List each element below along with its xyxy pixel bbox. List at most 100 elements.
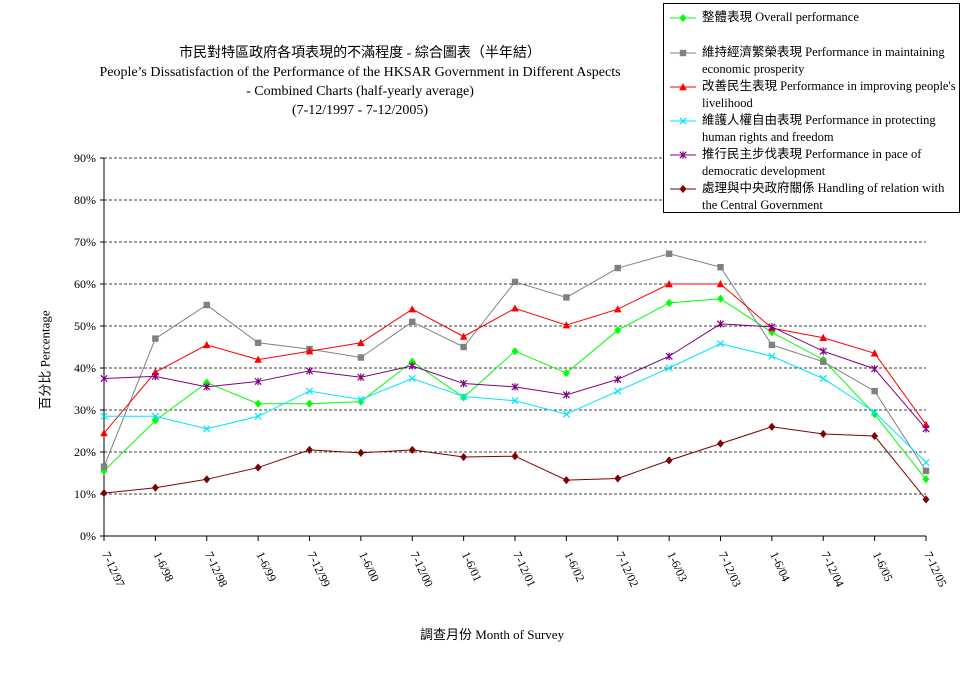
data-point <box>716 280 725 288</box>
series-line <box>103 323 927 430</box>
data-point <box>665 280 673 288</box>
data-point <box>100 463 108 470</box>
y-tick-label: 40% <box>74 361 96 375</box>
data-point <box>614 387 622 395</box>
y-tick-label: 10% <box>74 487 96 501</box>
data-point <box>100 429 108 437</box>
data-point <box>768 341 776 349</box>
data-point <box>716 294 725 303</box>
data-point <box>100 374 108 383</box>
chart-subtitle-2: - Combined Charts (half-yearly average) <box>246 84 474 99</box>
legend-label: 整體表現 Overall performance <box>702 10 859 24</box>
data-point <box>408 445 416 455</box>
x-tick-label: 1-6/02 <box>562 549 588 583</box>
series-6 <box>100 422 930 504</box>
data-point <box>151 372 159 381</box>
chart-title-block: 市民對特區政府各項表現的不滿程度 - 綜合圖表（半年結） People’s Di… <box>60 44 660 120</box>
legend-marker <box>679 13 687 23</box>
data-point <box>871 365 879 373</box>
legend-swatch <box>670 83 696 91</box>
data-point <box>305 387 314 395</box>
data-point <box>460 379 468 388</box>
data-point <box>151 412 159 420</box>
data-point <box>511 452 519 461</box>
data-point <box>922 425 930 433</box>
data-point <box>254 355 262 363</box>
data-point <box>511 304 519 312</box>
legend-marker <box>679 49 687 57</box>
y-tick-label: 0% <box>80 529 96 543</box>
legend-label: 推行民主步伐表現 Performance in pace of democrat… <box>702 147 922 178</box>
data-point <box>202 340 211 349</box>
data-point <box>665 298 673 308</box>
data-point <box>408 374 416 383</box>
data-point <box>871 408 879 416</box>
x-axis-ticks: 7-12/97 1-6/98 7-12/98 1-6/99 7-12/99 1-6/00 7… <box>99 536 950 589</box>
data-point <box>460 343 467 351</box>
x-tick-label: 1-6/01 <box>459 549 485 583</box>
x-tick-label: 1-6/05 <box>870 549 896 583</box>
data-point <box>254 412 262 420</box>
data-point <box>511 397 519 405</box>
data-point <box>357 354 365 361</box>
data-point <box>409 318 416 325</box>
legend-marker <box>679 184 687 194</box>
series-2 <box>100 250 930 475</box>
data-point <box>665 364 673 372</box>
data-point <box>563 294 570 301</box>
data-point <box>819 429 827 439</box>
legend-label: 維持經濟繁榮表現 Performance in maintaining econ… <box>702 45 945 76</box>
data-point <box>819 347 827 355</box>
x-tick-label: 7-12/00 <box>408 549 436 589</box>
data-point <box>203 383 211 391</box>
y-tick-label: 50% <box>74 319 96 333</box>
data-point <box>408 362 416 370</box>
x-tick-label: 1-6/00 <box>356 549 382 583</box>
x-tick-label: 7-12/03 <box>716 549 744 589</box>
data-point <box>870 349 879 357</box>
series-line <box>104 343 927 463</box>
data-point <box>151 368 160 376</box>
legend: 整體表現 Overall performance 維持經濟繁榮表現 Perform… <box>663 3 960 213</box>
data-point <box>511 278 519 286</box>
legend-marker <box>679 151 687 159</box>
legend-label: 維護人權自由表現 Performance in protecting human… <box>702 113 936 144</box>
x-tick-label: 7-12/01 <box>510 549 538 589</box>
data-point <box>871 431 879 441</box>
data-point <box>562 368 570 378</box>
y-tick-label: 90% <box>74 151 96 165</box>
data-point <box>614 326 622 335</box>
data-point <box>460 452 468 462</box>
y-tick-label: 20% <box>74 445 96 459</box>
series-4 <box>100 340 930 467</box>
data-point <box>871 410 879 419</box>
y-axis-title: 百分比 Percentage <box>37 310 53 410</box>
data-point <box>460 392 468 401</box>
data-point <box>922 495 930 504</box>
data-point <box>562 321 571 329</box>
data-point <box>305 367 314 375</box>
data-point <box>716 340 725 348</box>
series-line <box>103 253 927 472</box>
data-point <box>922 458 930 467</box>
series-3 <box>100 280 930 437</box>
x-tick-label: 1-6/98 <box>151 549 177 583</box>
data-point <box>820 358 827 365</box>
legend-swatch <box>670 117 696 125</box>
data-point <box>357 373 365 381</box>
data-point <box>100 412 108 420</box>
data-point <box>254 339 262 346</box>
y-tick-label: 60% <box>74 277 96 291</box>
y-tick-label: 70% <box>74 235 96 249</box>
legend-marker <box>679 117 687 125</box>
data-point <box>768 323 776 331</box>
data-point <box>562 410 570 418</box>
data-point <box>357 448 365 458</box>
legend-swatch <box>670 13 696 23</box>
legend-label: 改善民生表現 Performance in improving people's… <box>702 79 956 110</box>
data-point <box>716 439 725 448</box>
data-point <box>665 456 673 465</box>
data-point <box>768 422 776 431</box>
data-point <box>511 383 519 391</box>
data-point <box>305 445 314 455</box>
